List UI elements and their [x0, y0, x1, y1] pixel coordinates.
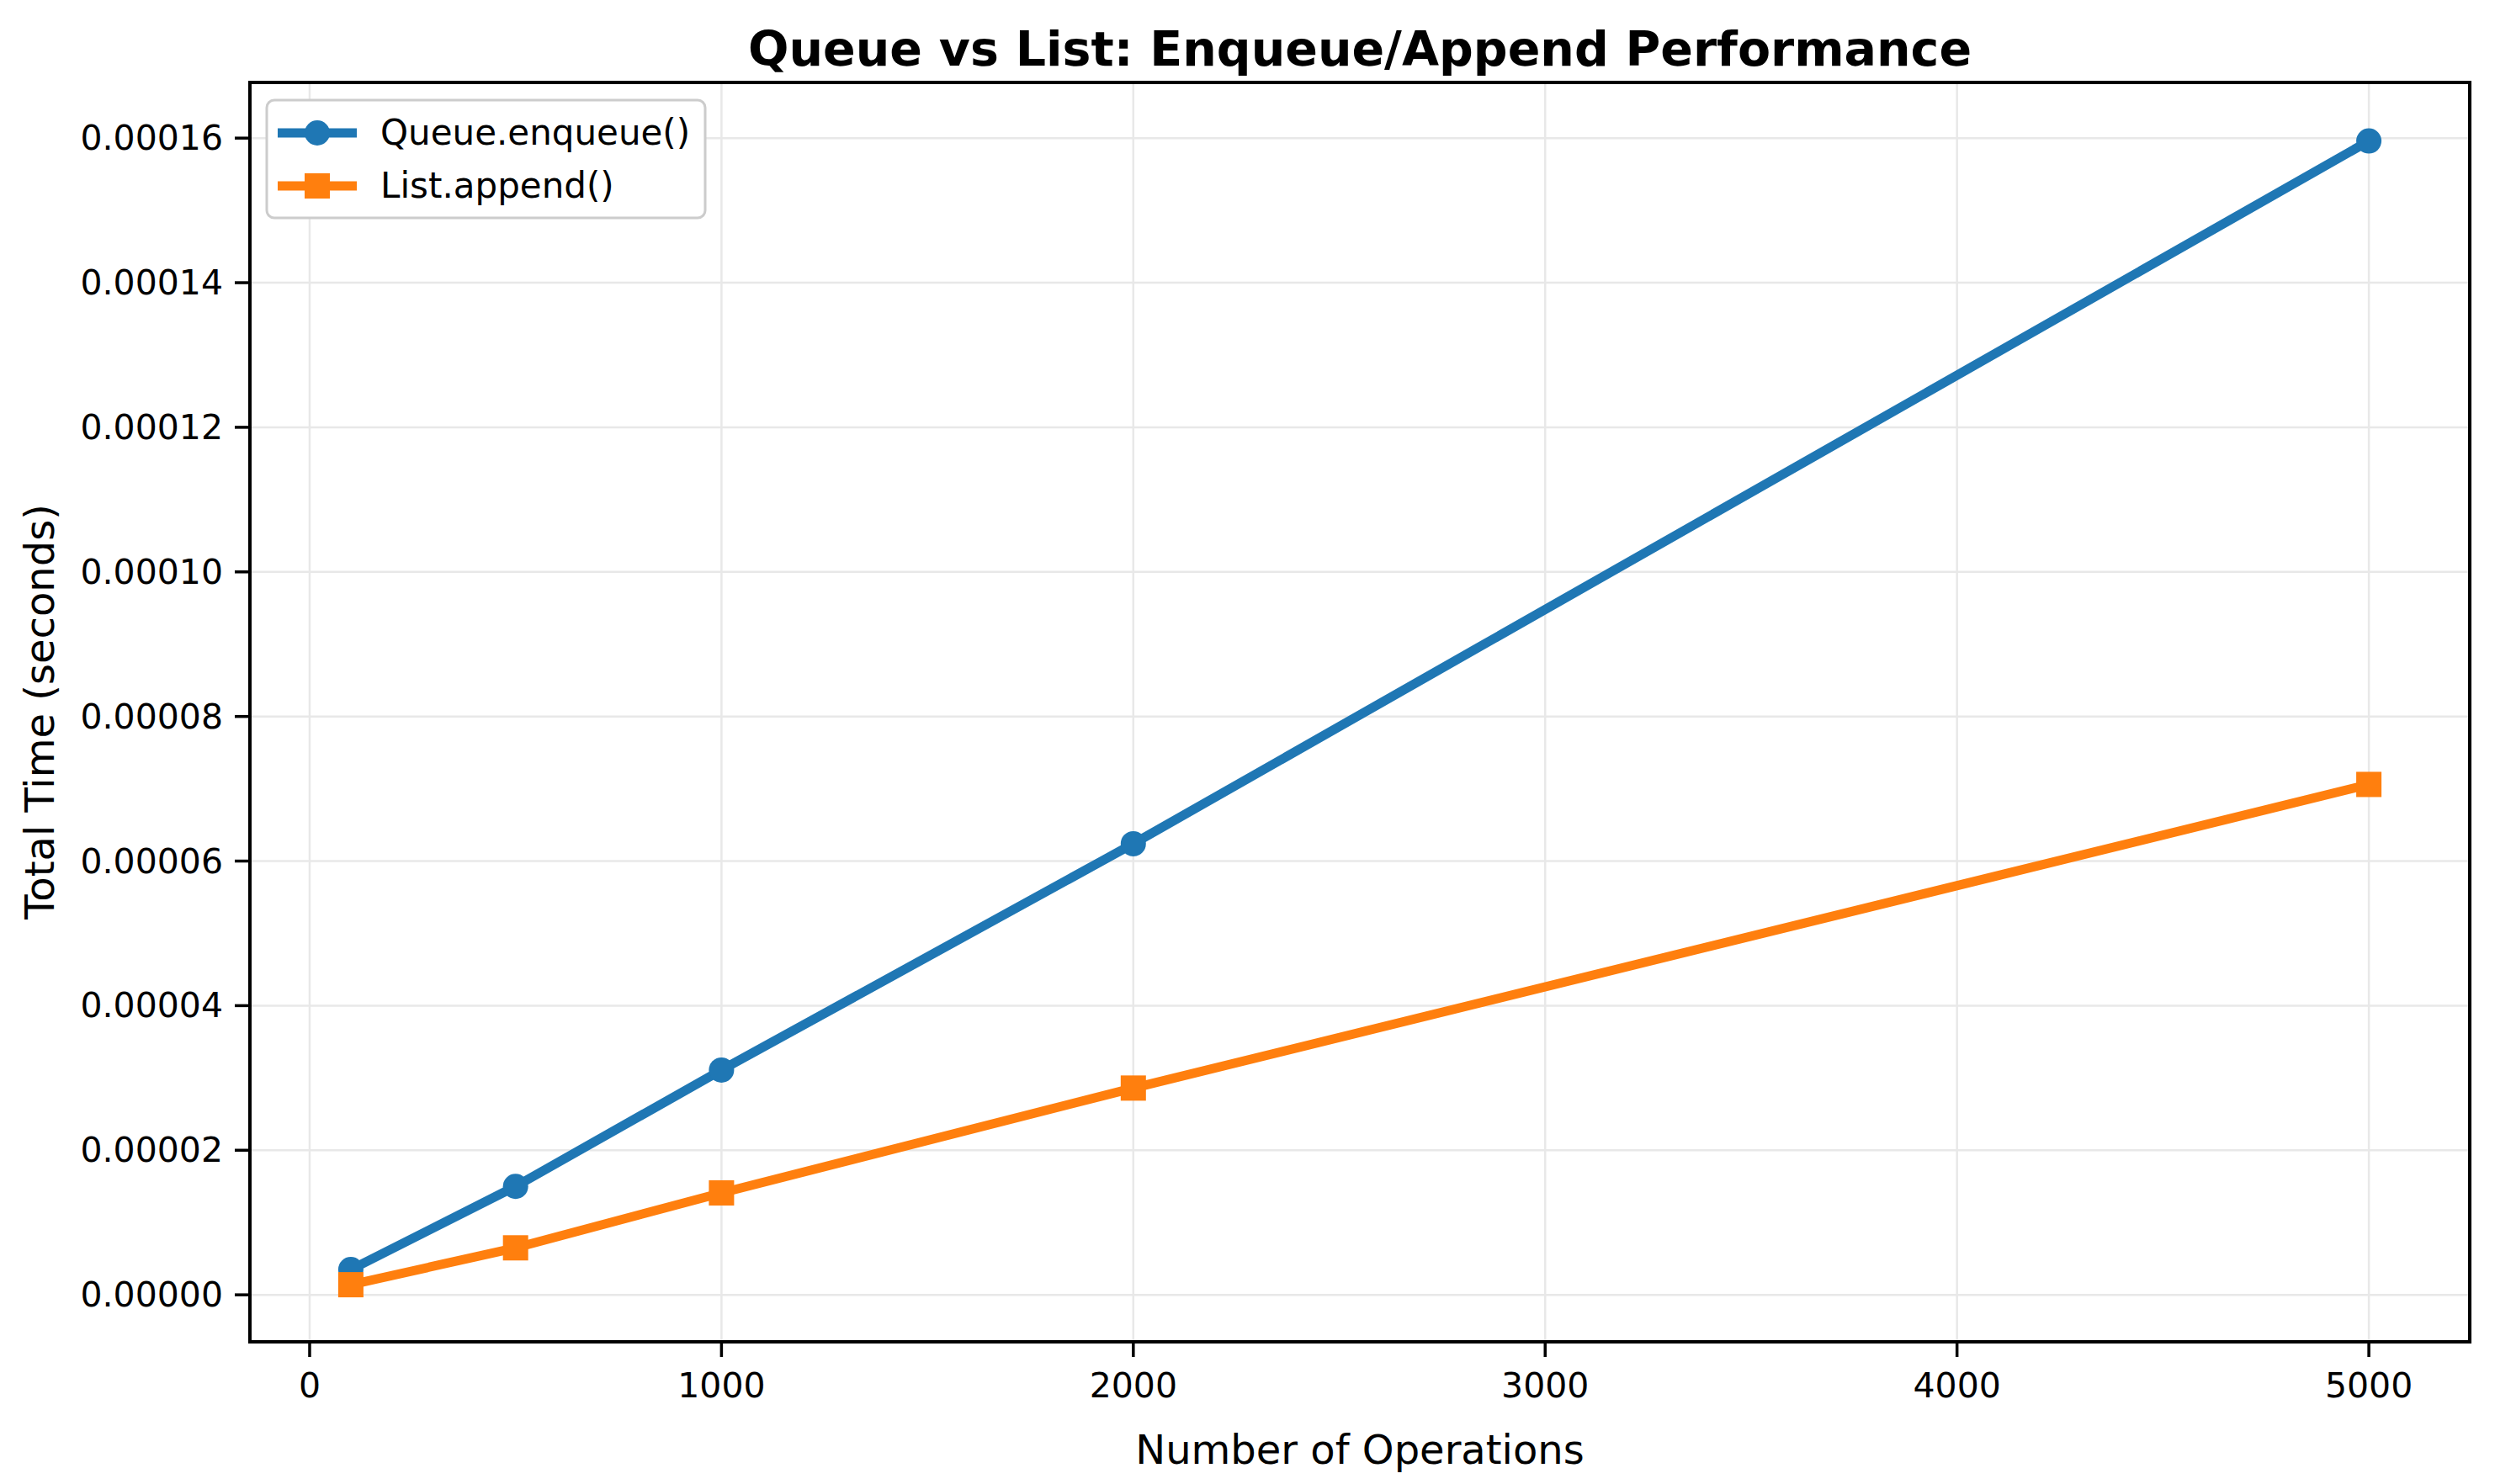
x-tick-label: 1000 [677, 1365, 765, 1406]
x-tick-label: 4000 [1913, 1365, 2000, 1406]
legend-label-queue: Queue.enqueue() [380, 112, 690, 153]
y-tick-label: 0.00008 [80, 697, 223, 737]
data-point-circle [503, 1174, 528, 1199]
y-tick-label: 0.00016 [80, 118, 223, 158]
legend-label-list: List.append() [380, 165, 614, 206]
y-tick-label: 0.00002 [80, 1130, 223, 1170]
y-tick-label: 0.00014 [80, 262, 223, 303]
data-point-square [503, 1235, 528, 1260]
data-point-square [2356, 771, 2381, 797]
y-tick-label: 0.00004 [80, 985, 223, 1026]
data-point-square [1121, 1075, 1146, 1100]
matplotlib-figure: Queue vs List: Enqueue/Append Performanc… [0, 0, 2495, 1484]
y-tick-label: 0.00000 [80, 1275, 223, 1315]
series-layer [338, 129, 2381, 1298]
data-point-square [709, 1180, 734, 1206]
legend-marker-circle-icon [305, 120, 330, 146]
y-tick-label: 0.00010 [80, 552, 223, 592]
series-line-list [351, 784, 2369, 1285]
legend: Queue.enqueue() List.append() [267, 100, 705, 218]
x-axis-label: Number of Operations [1135, 1426, 1584, 1473]
series-line-queue [351, 141, 2369, 1269]
data-point-square [338, 1272, 364, 1297]
chart-title: Queue vs List: Enqueue/Append Performanc… [748, 21, 1972, 77]
x-tick-label: 0 [299, 1365, 321, 1406]
line-chart: Queue vs List: Enqueue/Append Performanc… [0, 0, 2495, 1484]
x-tick-label: 5000 [2325, 1365, 2413, 1406]
legend-marker-square-icon [305, 173, 330, 199]
data-point-circle [1121, 831, 1146, 856]
x-tick-label: 2000 [1090, 1365, 1177, 1406]
data-point-circle [2356, 129, 2381, 154]
y-tick-label: 0.00006 [80, 841, 223, 882]
x-tick-label: 3000 [1501, 1365, 1589, 1406]
y-axis-label: Total Time (seconds) [16, 504, 63, 920]
y-tick-label: 0.00012 [80, 407, 223, 448]
data-point-circle [709, 1057, 734, 1083]
